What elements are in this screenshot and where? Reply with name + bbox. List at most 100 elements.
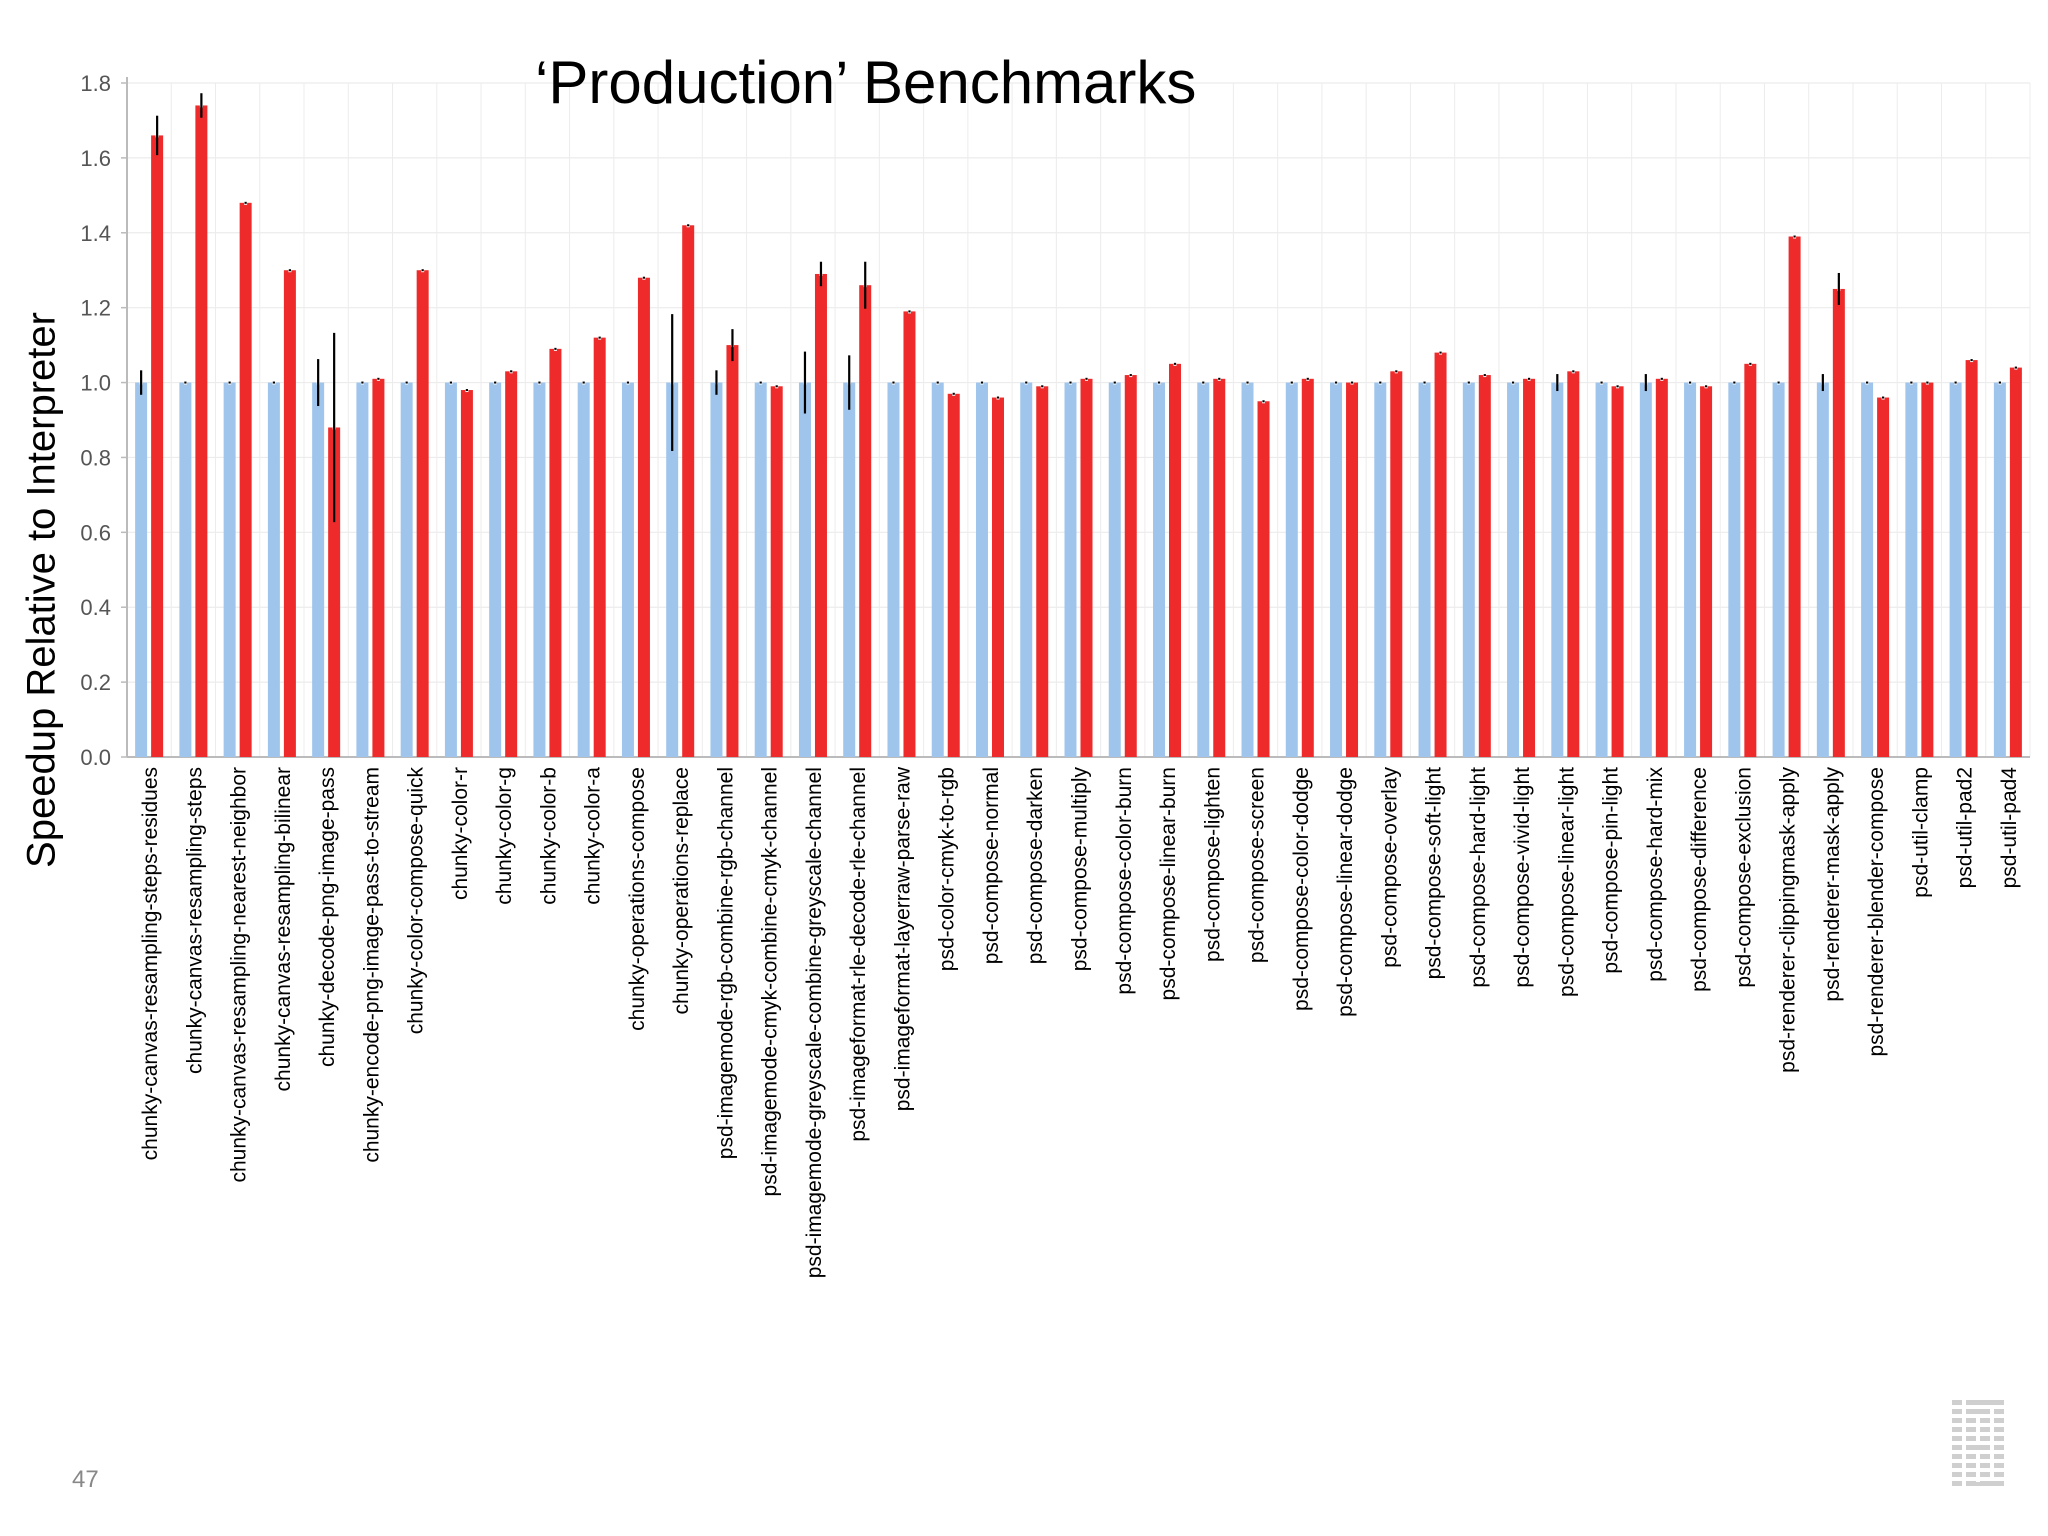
y-tick-label: 1.8 <box>80 71 111 96</box>
bar-baseline <box>1684 382 1697 757</box>
x-tick-label: psd-compose-hard-mix <box>1644 767 1667 982</box>
bar-baseline <box>1241 382 1254 757</box>
x-tick-label: psd-compose-darken <box>1024 767 1047 964</box>
x-tick-label: psd-compose-linear-light <box>1555 767 1578 997</box>
bar-jit <box>1611 386 1624 757</box>
bar-jit <box>283 270 296 757</box>
bar-jit <box>726 345 739 757</box>
bar-jit <box>814 273 827 757</box>
bar-baseline <box>1108 382 1121 757</box>
bar-jit <box>637 277 650 757</box>
bar-baseline <box>1949 382 1962 757</box>
bar-jit <box>1124 375 1137 757</box>
bar-baseline <box>1285 382 1298 757</box>
x-tick-label: chunky-color-a <box>582 767 605 905</box>
bar-baseline <box>577 382 590 757</box>
bar-jit <box>1921 382 1934 757</box>
bar-baseline <box>1330 382 1343 757</box>
x-tick-label: chunky-canvas-resampling-bilinear <box>272 767 295 1091</box>
bar-baseline <box>1064 382 1077 757</box>
bar-jit <box>1965 360 1978 757</box>
x-tick-label: chunky-encode-png-image-pass-to-stream <box>360 767 383 1163</box>
x-tick-label: psd-compose-lighten <box>1201 767 1224 962</box>
bar-baseline <box>533 382 546 757</box>
y-tick-label: 1.0 <box>80 371 111 396</box>
bar-baseline <box>1197 382 1210 757</box>
bar-jit <box>1169 363 1182 757</box>
x-tick-label: chunky-canvas-resampling-steps-residues <box>139 767 162 1160</box>
x-tick-label: psd-compose-screen <box>1246 767 1269 963</box>
bar-baseline <box>931 382 944 757</box>
x-tick-label: psd-compose-vivid-light <box>1511 767 1534 988</box>
bar-jit <box>151 135 164 757</box>
bar-jit <box>1080 378 1093 757</box>
bar-jit <box>372 378 385 757</box>
bar-jit <box>2009 367 2022 757</box>
y-tick-label: 1.2 <box>80 296 111 321</box>
bar-jit <box>328 427 341 757</box>
bar-baseline <box>489 382 502 757</box>
bar-jit <box>460 390 473 757</box>
x-tick-label: psd-compose-color-dodge <box>1290 767 1313 1011</box>
page-number: 47 <box>72 1466 99 1493</box>
x-tick-label: psd-renderer-blender-compose <box>1865 767 1888 1056</box>
bar-jit <box>1390 371 1403 757</box>
bar-jit <box>1434 352 1447 757</box>
bar-jit <box>682 225 695 758</box>
bar-baseline <box>887 382 900 757</box>
bar-baseline <box>223 382 236 757</box>
x-tick-label: psd-compose-exclusion <box>1732 767 1755 988</box>
x-tick-label: psd-compose-hard-light <box>1467 767 1490 988</box>
x-tick-label: psd-util-pad2 <box>1954 767 1977 888</box>
chart-title: ‘Production’ Benchmarks <box>535 49 1197 116</box>
bar-jit <box>1567 371 1580 757</box>
x-tick-label: psd-compose-multiply <box>1069 767 1092 972</box>
bar-jit <box>947 393 960 757</box>
bar-baseline <box>400 382 413 757</box>
x-tick-label: chunky-canvas-resampling-steps <box>183 767 206 1074</box>
bar-jit <box>239 202 252 758</box>
bar-baseline <box>1418 382 1431 757</box>
bar-jit <box>1213 378 1226 757</box>
x-tick-label: chunky-color-r <box>449 767 472 900</box>
bar-jit <box>1036 386 1049 757</box>
x-tick-label: psd-imageformat-rle-decode-rle-channel <box>847 767 870 1142</box>
y-axis-label: Speedup Relative to Interpreter <box>19 312 64 868</box>
bar-baseline <box>1551 382 1564 757</box>
y-tick-label: 0.4 <box>80 595 111 620</box>
bar-baseline <box>621 382 634 757</box>
bar-baseline <box>1816 382 1829 757</box>
x-tick-label: psd-compose-soft-light <box>1423 767 1446 980</box>
x-tick-label: psd-util-clamp <box>1909 767 1932 898</box>
bar-baseline <box>754 382 767 757</box>
x-tick-label: psd-compose-difference <box>1688 767 1711 992</box>
x-tick-label: psd-compose-overlay <box>1378 767 1401 968</box>
bar-baseline <box>356 382 369 757</box>
bar-baseline <box>798 382 811 757</box>
x-tick-label: psd-renderer-clippingmask-apply <box>1777 767 1800 1073</box>
bar-baseline <box>1728 382 1741 757</box>
bar-jit <box>1257 401 1270 757</box>
bar-baseline <box>1639 382 1652 757</box>
bar-jit <box>1700 386 1713 757</box>
x-tick-label: psd-imagemode-rgb-combine-rgb-channel <box>714 767 737 1159</box>
x-tick-label: chunky-color-b <box>537 767 560 905</box>
bar-baseline <box>1772 382 1785 757</box>
bar-jit <box>593 337 606 757</box>
x-tick-label: psd-compose-color-burn <box>1113 767 1136 995</box>
bar-jit <box>1877 397 1890 757</box>
x-tick-label: psd-compose-linear-burn <box>1157 767 1180 1000</box>
x-tick-label: psd-imagemode-cmyk-combine-cmyk-channel <box>759 767 782 1196</box>
bar-jit <box>1301 378 1314 757</box>
x-tick-label: psd-compose-normal <box>980 767 1003 964</box>
x-tick-label: chunky-color-compose-quick <box>405 767 428 1035</box>
x-tick-label: psd-compose-linear-dodge <box>1334 767 1357 1017</box>
x-tick-label: chunky-decode-png-image-pass <box>316 767 339 1067</box>
x-tick-label: chunky-color-g <box>493 767 516 905</box>
bar-baseline <box>843 382 856 757</box>
y-tick-label: 1.4 <box>80 221 111 246</box>
x-tick-label: chunky-operations-compose <box>626 767 649 1031</box>
y-tick-label: 0.6 <box>80 520 111 545</box>
bar-jit <box>903 311 916 757</box>
